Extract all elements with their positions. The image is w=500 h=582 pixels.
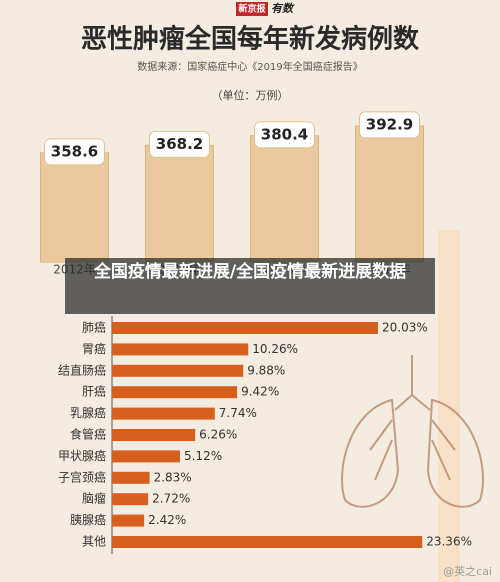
value-label: 2.72% <box>152 492 190 506</box>
category-label: 肝癌 <box>82 384 106 399</box>
value-label: 7.74% <box>219 406 257 420</box>
overlay-band <box>65 258 435 314</box>
bar <box>112 322 378 334</box>
lung-illustration <box>341 355 484 508</box>
chart-title: 恶性肿瘤全国每年新发病例数 <box>81 24 420 55</box>
logo: 新京报 <box>238 3 265 15</box>
value-label: 6.26% <box>199 428 237 442</box>
category-label: 胰腺癌 <box>70 512 106 527</box>
category-label: 其他 <box>82 535 106 549</box>
value-box <box>44 138 105 166</box>
bar <box>145 144 214 263</box>
logo-2: 有数 <box>271 2 295 15</box>
value-label: 23.36% <box>426 535 472 549</box>
value-label: 358.6 <box>51 142 98 160</box>
bar <box>112 471 150 484</box>
value-label: 9.88% <box>247 363 285 377</box>
category-label: 甲状腺癌 <box>58 448 106 463</box>
value-label: 2.42% <box>148 513 186 527</box>
value-label: 2.83% <box>154 470 192 484</box>
bar <box>112 343 249 356</box>
bar <box>112 536 423 548</box>
value-label: 10.26% <box>252 342 298 356</box>
category-label: 胃癌 <box>82 341 106 356</box>
overlay-title: 全国疫情最新进展/全国疫情最新进展数据 <box>93 262 407 282</box>
chart-subtitle: 数据来源：国家癌症中心《2019年全国癌症报告》 <box>137 60 362 73</box>
value-label: 380.4 <box>261 125 308 143</box>
bar <box>112 364 244 377</box>
bar <box>40 152 109 263</box>
bar <box>112 386 238 399</box>
watermark: @英之cai <box>443 564 492 578</box>
value-box <box>359 111 420 139</box>
bar <box>112 407 215 420</box>
decor-band <box>438 230 460 582</box>
bar <box>112 493 149 506</box>
value-label: 392.9 <box>366 115 413 133</box>
category-label: 结直肠癌 <box>58 362 106 377</box>
value-box <box>149 130 210 158</box>
category-label: 脑瘤 <box>82 491 106 506</box>
overlay-box: 全国疫情最新进展/全国疫情最新进展数据 <box>93 262 407 282</box>
bar <box>112 450 180 463</box>
value-label: 9.42% <box>241 385 279 399</box>
logo-box <box>236 2 268 16</box>
value-label: 5.12% <box>184 449 222 463</box>
value-box <box>254 121 315 149</box>
value-label: 368.2 <box>156 135 203 153</box>
category-label: 乳腺癌 <box>70 405 106 420</box>
bar <box>112 429 196 441</box>
bar <box>355 125 424 263</box>
category-label: 子宫颈癌 <box>58 469 106 484</box>
category-label: 食管癌 <box>70 427 106 442</box>
unit-label: （单位：万例） <box>212 88 289 102</box>
bar <box>250 135 319 263</box>
category-label: 肺癌 <box>82 320 106 335</box>
value-label: 20.03% <box>382 321 428 335</box>
bar <box>112 514 145 527</box>
